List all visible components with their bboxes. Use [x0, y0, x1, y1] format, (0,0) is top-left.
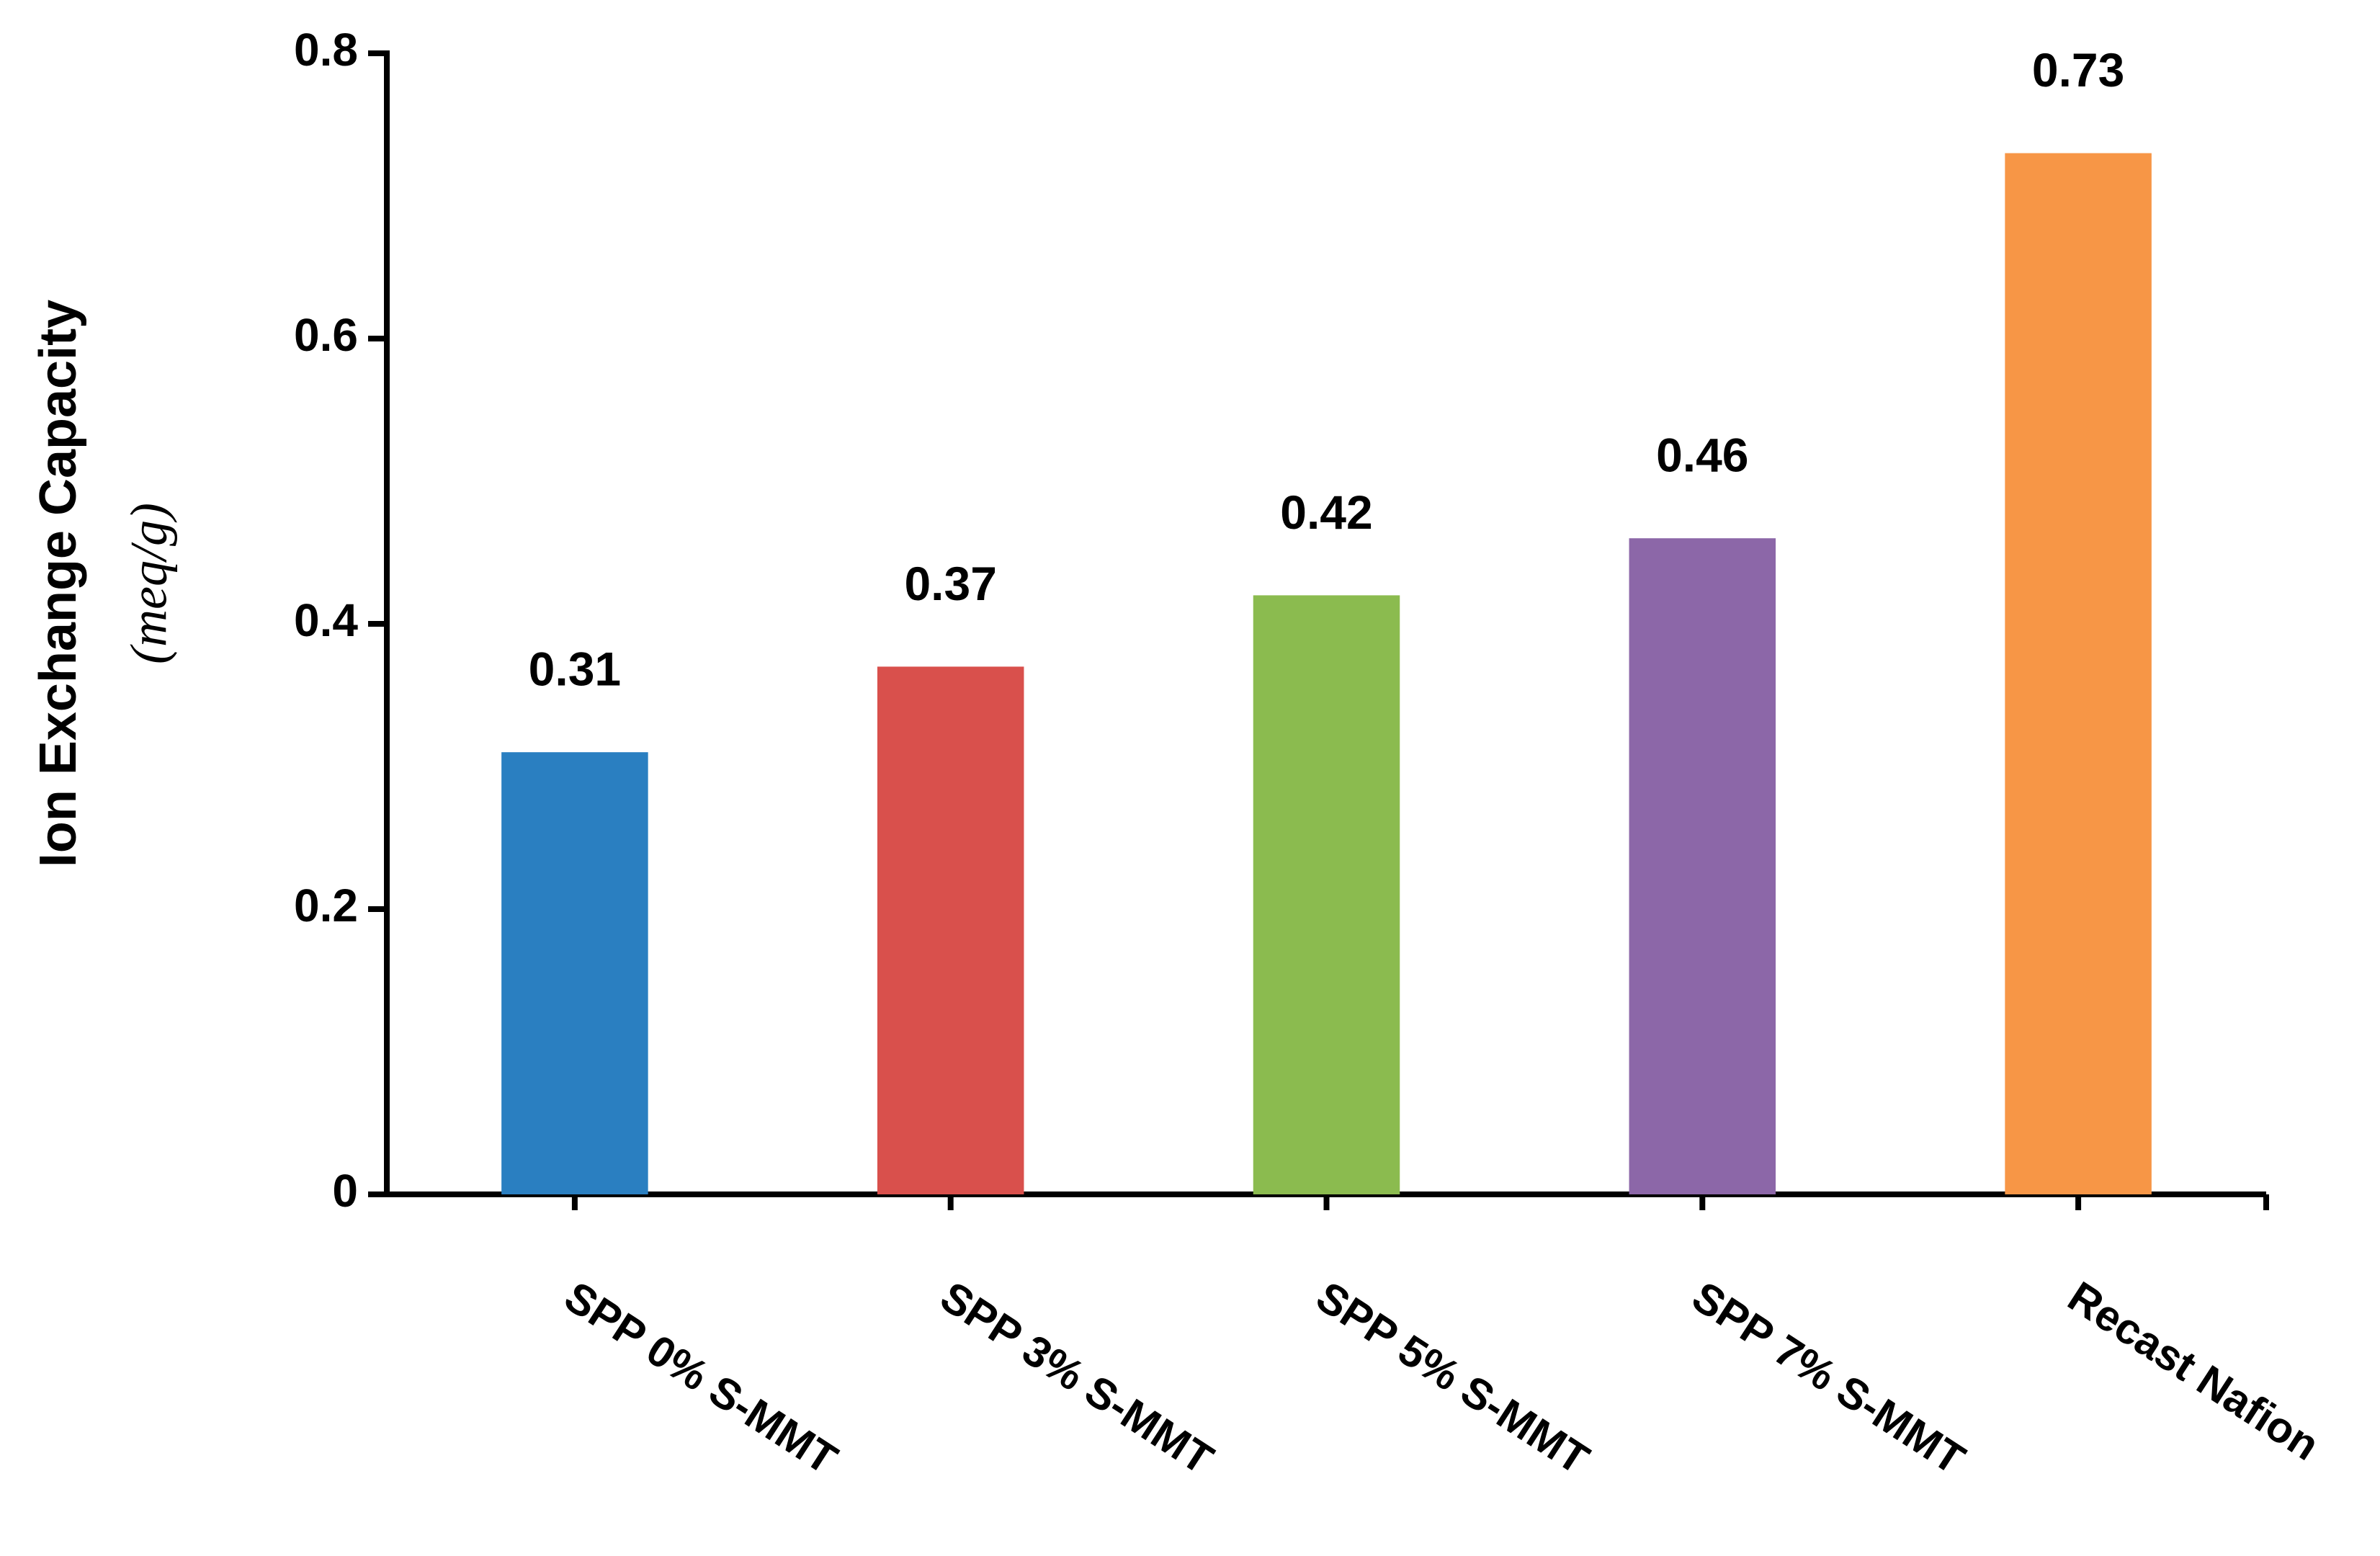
y-tick-label: 0	[332, 1165, 358, 1217]
value-label: 0.37	[904, 557, 996, 610]
y-tick-label: 0.6	[294, 309, 358, 361]
y-tick-label: 0.4	[294, 594, 358, 646]
y-tick-label: 0.8	[294, 24, 358, 76]
value-label: 0.31	[529, 643, 621, 696]
bar	[877, 666, 1024, 1194]
bar	[501, 752, 648, 1194]
x-tick-label: SPP 3% S-MMT	[932, 1272, 1222, 1483]
bar	[1629, 538, 1776, 1194]
x-tick-label: SPP 7% S-MMT	[1684, 1272, 1974, 1483]
bar	[2005, 153, 2152, 1195]
x-tick-label: Recast Nafion	[2059, 1272, 2327, 1470]
value-label: 0.42	[1280, 486, 1372, 539]
bar	[1253, 595, 1400, 1194]
y-axis-unit: (meq/g)	[120, 503, 178, 664]
x-tick-label: SPP 5% S-MMT	[1308, 1272, 1598, 1483]
y-tick-label: 0.2	[294, 880, 358, 931]
y-axis-label: Ion Exchange Capacity	[30, 300, 87, 867]
value-label: 0.46	[1656, 429, 1748, 482]
x-tick-label: SPP 0% S-MMT	[556, 1272, 846, 1483]
value-label: 0.73	[2032, 43, 2124, 97]
